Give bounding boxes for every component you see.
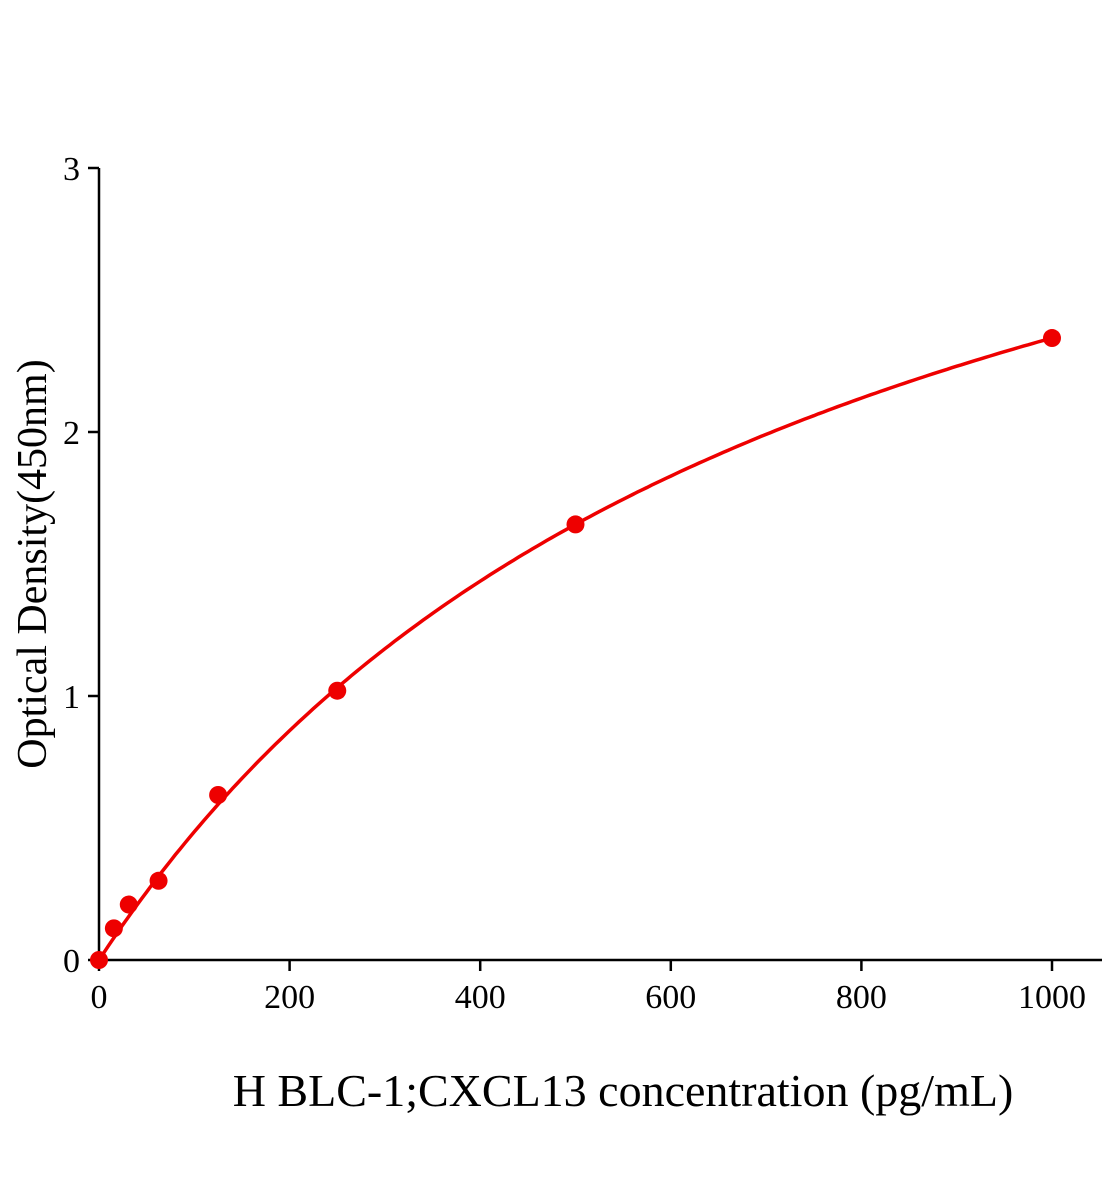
x-tick-label: 200	[264, 979, 315, 1016]
data-point	[328, 681, 347, 700]
axes: 0 200 400 600 800 1000 0 1 2 3	[63, 151, 1102, 1016]
data-point	[209, 786, 228, 804]
marks	[90, 329, 1061, 969]
data-point	[90, 951, 108, 969]
fit-curve-line	[97, 336, 1053, 961]
y-tick-label: 0	[63, 943, 80, 980]
data-point	[1043, 329, 1061, 348]
x-tick-label: 400	[455, 979, 506, 1016]
x-axis-label: H BLC-1;CXCL13 concentration (pg/mL)	[233, 1065, 1014, 1116]
x-tick-label: 800	[836, 979, 887, 1016]
data-point	[149, 871, 168, 890]
y-tick-label: 1	[63, 679, 80, 716]
x-tick-label: 0	[91, 979, 108, 1016]
data-point	[119, 895, 138, 914]
y-tick-label: 3	[63, 151, 80, 188]
data-point	[104, 919, 123, 938]
y-axis-label: Optical Density(450nm)	[10, 359, 56, 768]
y-tick-label: 2	[63, 415, 80, 452]
x-tick-label: 1000	[1018, 979, 1086, 1016]
x-tick-label: 600	[645, 979, 696, 1016]
data-point	[566, 515, 585, 534]
